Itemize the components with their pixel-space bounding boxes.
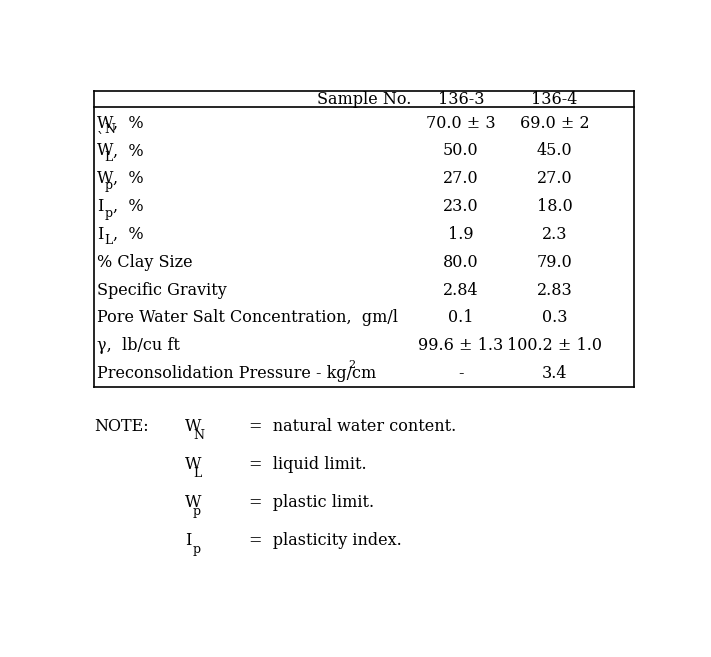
Text: p: p — [105, 179, 112, 192]
Text: W: W — [186, 418, 202, 435]
Text: I: I — [186, 532, 192, 549]
Text: W: W — [97, 143, 114, 160]
Text: Sample No.: Sample No. — [317, 91, 412, 108]
Text: ,  %: , % — [113, 143, 144, 160]
Text: I: I — [97, 226, 104, 243]
Text: 3.4: 3.4 — [542, 365, 567, 382]
Text: 27.0: 27.0 — [537, 170, 572, 187]
Text: ˋ: ˋ — [97, 132, 104, 146]
Text: Preconsolidation Pressure - kg/cm: Preconsolidation Pressure - kg/cm — [97, 365, 376, 382]
Text: p: p — [193, 505, 201, 518]
Text: W: W — [186, 493, 202, 510]
Text: 136-3: 136-3 — [437, 91, 484, 108]
Text: ,  %: , % — [113, 198, 144, 215]
Text: L: L — [105, 235, 112, 248]
Text: 99.6 ± 1.3: 99.6 ± 1.3 — [418, 337, 503, 354]
Text: =  plastic limit.: = plastic limit. — [249, 493, 374, 510]
Text: 100.2 ± 1.0: 100.2 ± 1.0 — [507, 337, 602, 354]
Text: 23.0: 23.0 — [443, 198, 479, 215]
Text: 79.0: 79.0 — [537, 254, 572, 271]
Text: 80.0: 80.0 — [443, 254, 479, 271]
Text: NOTE:: NOTE: — [95, 418, 149, 435]
Text: 27.0: 27.0 — [443, 170, 479, 187]
Text: p: p — [193, 543, 201, 556]
Text: % Clay Size: % Clay Size — [97, 254, 193, 271]
Text: 18.0: 18.0 — [537, 198, 572, 215]
Text: ,  %: , % — [113, 226, 144, 243]
Text: =  liquid limit.: = liquid limit. — [249, 456, 366, 473]
Text: Pore Water Salt Concentration,  gm/l: Pore Water Salt Concentration, gm/l — [97, 309, 398, 327]
Text: 2: 2 — [348, 361, 355, 371]
Text: ,  %: , % — [113, 114, 144, 131]
Text: L: L — [105, 151, 112, 164]
Text: W: W — [186, 456, 202, 473]
Text: =  natural water content.: = natural water content. — [249, 418, 456, 435]
Text: 50.0: 50.0 — [443, 143, 479, 160]
Text: γ,  lb/cu ft: γ, lb/cu ft — [97, 337, 180, 354]
Text: 2.3: 2.3 — [542, 226, 567, 243]
Text: L: L — [193, 467, 201, 480]
Text: p: p — [105, 207, 112, 219]
Text: 69.0 ± 2: 69.0 ± 2 — [520, 114, 589, 131]
Text: 45.0: 45.0 — [537, 143, 572, 160]
Text: ,  %: , % — [113, 170, 144, 187]
Text: 70.0 ± 3: 70.0 ± 3 — [426, 114, 496, 131]
Text: 1.9: 1.9 — [448, 226, 474, 243]
Text: 0.1: 0.1 — [448, 309, 474, 327]
Text: W: W — [97, 170, 114, 187]
Text: 2.84: 2.84 — [443, 282, 479, 298]
Text: I: I — [97, 198, 104, 215]
Text: N: N — [193, 429, 204, 442]
Text: N: N — [105, 123, 115, 136]
Text: 0.3: 0.3 — [542, 309, 567, 327]
Text: =  plasticity index.: = plasticity index. — [249, 532, 402, 549]
Text: 136-4: 136-4 — [531, 91, 577, 108]
Text: W: W — [97, 114, 114, 131]
Text: Specific Gravity: Specific Gravity — [97, 282, 227, 298]
Text: -: - — [458, 365, 464, 382]
Text: 2.83: 2.83 — [537, 282, 572, 298]
